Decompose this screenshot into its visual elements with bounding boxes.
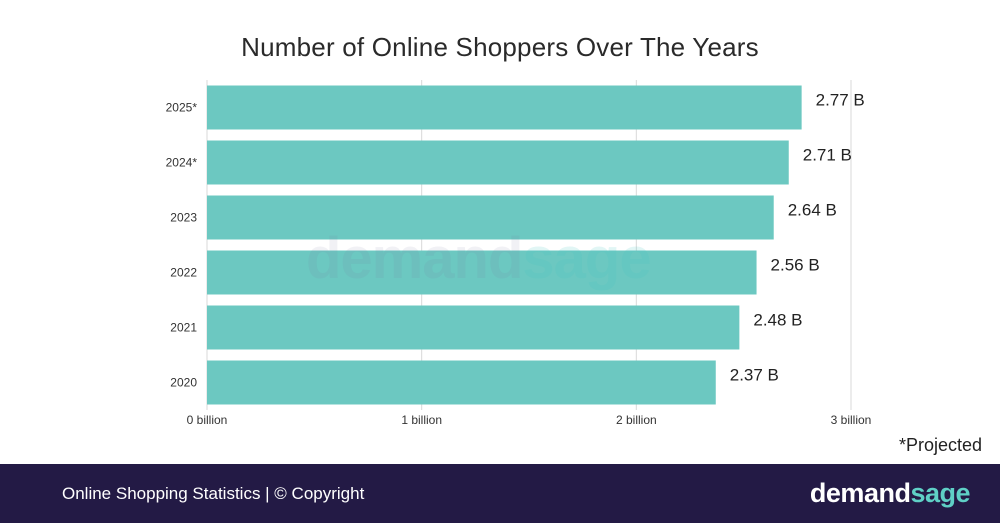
value-label: 2.56 B bbox=[771, 256, 820, 275]
x-tick-label: 0 billion bbox=[187, 413, 228, 427]
watermark-main: demand bbox=[306, 226, 523, 291]
bar bbox=[207, 85, 802, 130]
footer-banner: Online Shopping Statistics | © Copyright… bbox=[0, 464, 1000, 523]
bar-chart: 0 billion 1 billion 2 billion 3 billion 2025… bbox=[166, 80, 872, 427]
watermark: demandsage bbox=[306, 225, 652, 292]
watermark-accent: sage bbox=[522, 226, 651, 291]
brand-logo[interactable]: demandsage bbox=[809, 478, 971, 509]
bar bbox=[207, 250, 757, 295]
x-tick-label: 3 billion bbox=[831, 413, 872, 427]
category-label: 2023 bbox=[170, 211, 197, 225]
bar bbox=[207, 140, 789, 185]
category-label: 2025* bbox=[166, 101, 198, 115]
category-label: 2020 bbox=[170, 376, 197, 390]
bar bbox=[207, 195, 774, 240]
category-label: 2021 bbox=[170, 321, 197, 335]
bar bbox=[207, 360, 716, 405]
x-tick-label: 2 billion bbox=[616, 413, 657, 427]
value-label: 2.64 B bbox=[788, 201, 837, 220]
logo-main: demand bbox=[809, 478, 911, 508]
footer-text: Online Shopping Statistics | © Copyright bbox=[62, 484, 365, 503]
x-tick-label: 1 billion bbox=[401, 413, 442, 427]
value-label: 2.37 B bbox=[730, 366, 779, 385]
projected-footnote: *Projected bbox=[898, 435, 982, 455]
value-label: 2.48 B bbox=[753, 311, 802, 330]
category-label: 2022 bbox=[170, 266, 197, 280]
bar bbox=[207, 305, 740, 350]
logo-accent: sage bbox=[910, 478, 970, 508]
value-label: 2.71 B bbox=[803, 146, 852, 165]
value-label: 2.77 B bbox=[816, 91, 865, 110]
category-label: 2024* bbox=[166, 156, 198, 170]
chart-title: Number of Online Shoppers Over The Years bbox=[241, 32, 759, 62]
